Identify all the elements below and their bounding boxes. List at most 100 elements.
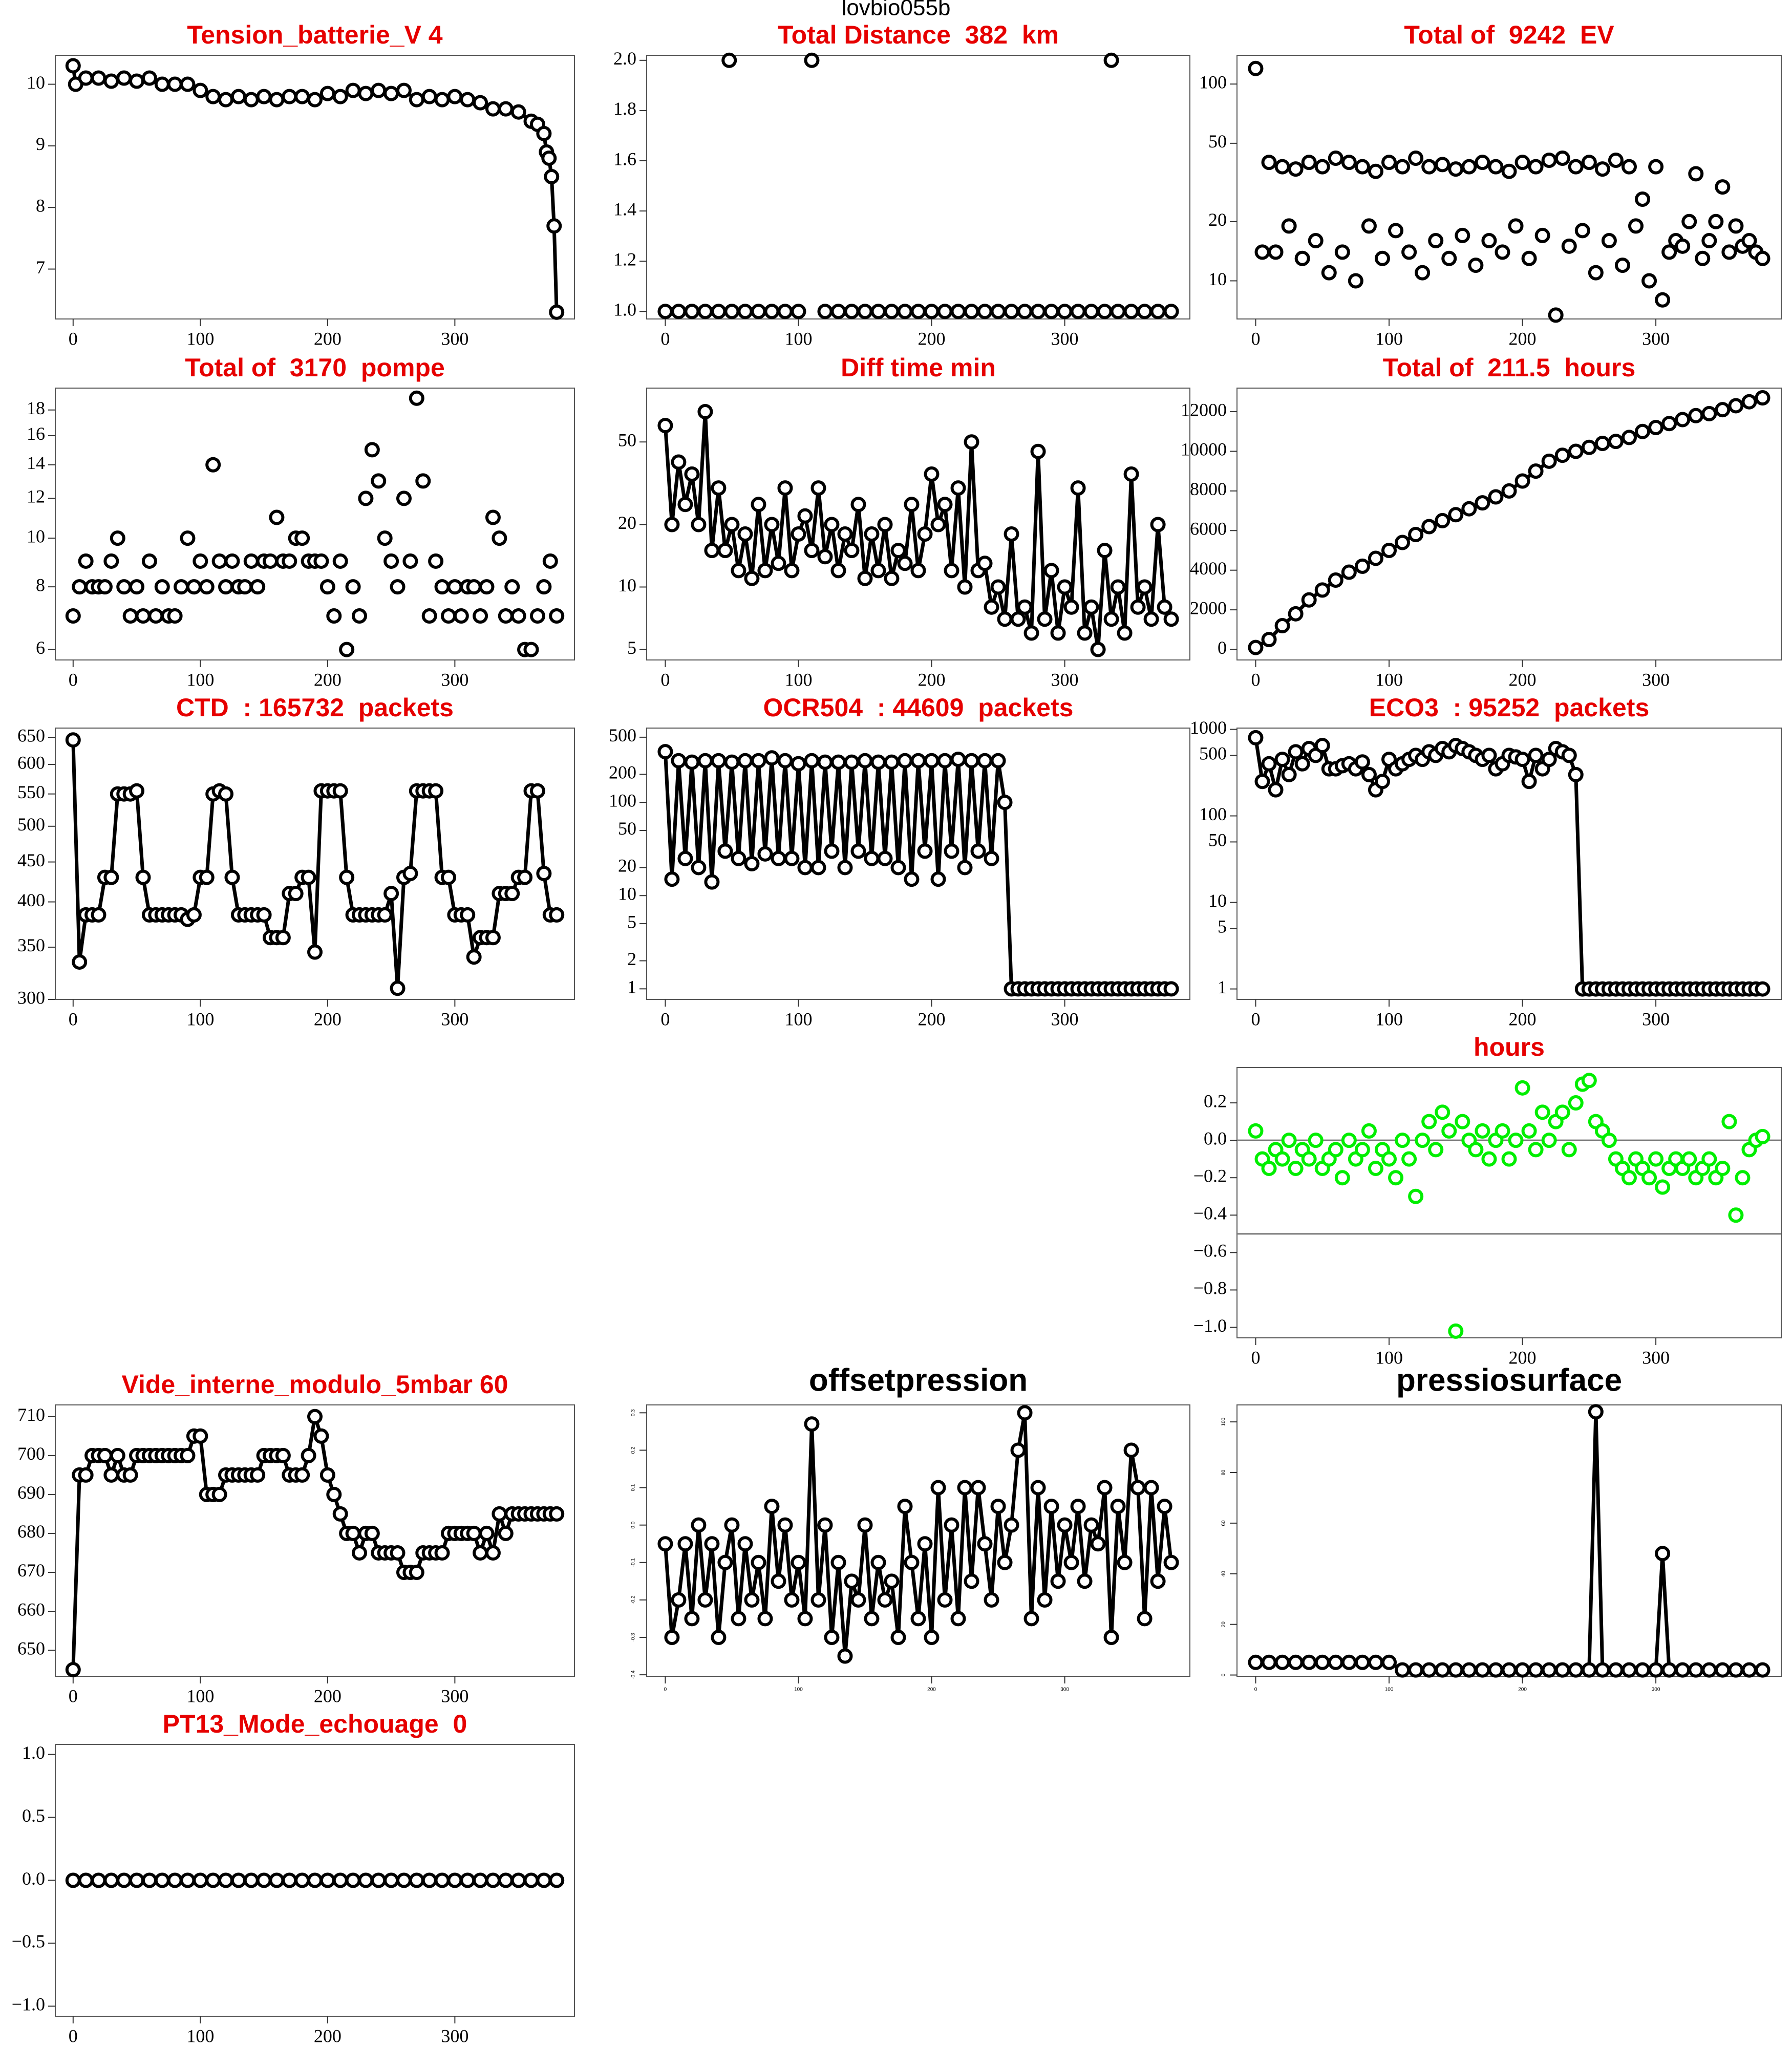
point xyxy=(1421,1114,1437,1129)
y-tick-label: 1.2 xyxy=(613,249,636,269)
point xyxy=(485,930,501,946)
point xyxy=(1708,214,1724,229)
point xyxy=(237,579,253,595)
point xyxy=(180,1447,196,1463)
point xyxy=(1675,238,1691,254)
point xyxy=(1063,599,1079,615)
point xyxy=(409,92,424,108)
point xyxy=(396,82,412,98)
point xyxy=(984,1592,999,1608)
point xyxy=(428,783,444,799)
point xyxy=(1348,273,1363,289)
point xyxy=(950,480,966,496)
x-tick-label: 100 xyxy=(794,1687,803,1693)
y-tick-label: 100 xyxy=(1199,804,1227,824)
point xyxy=(1741,394,1757,410)
point xyxy=(1274,159,1290,175)
y-tick-label: 40 xyxy=(1221,1571,1227,1577)
point xyxy=(510,104,526,120)
y-tick-label: 300 xyxy=(17,987,45,1008)
point xyxy=(294,1872,310,1888)
point xyxy=(797,860,813,876)
point xyxy=(1621,430,1637,445)
point xyxy=(797,1611,813,1627)
point xyxy=(1288,161,1304,177)
point xyxy=(830,754,846,770)
x-tick-label: 100 xyxy=(1375,669,1403,690)
y-tick-label: 1.6 xyxy=(613,148,636,169)
point xyxy=(91,1872,106,1888)
x-tick-label: 200 xyxy=(927,1687,936,1693)
point xyxy=(1143,1480,1159,1496)
point xyxy=(421,1872,437,1888)
point xyxy=(154,76,170,92)
point xyxy=(751,753,766,769)
point xyxy=(1648,1151,1664,1167)
point xyxy=(1341,1654,1357,1670)
point xyxy=(415,473,431,489)
point xyxy=(186,579,202,595)
point xyxy=(917,843,933,859)
x-tick-label: 200 xyxy=(918,1009,946,1029)
point xyxy=(917,526,933,542)
y-tick-label: 8 xyxy=(36,195,45,216)
point xyxy=(523,642,539,657)
point xyxy=(1701,1662,1717,1678)
x-tick-label: 200 xyxy=(314,669,342,690)
point xyxy=(383,1872,399,1888)
point xyxy=(717,1554,733,1570)
point xyxy=(1017,599,1033,615)
point xyxy=(1341,564,1357,580)
point xyxy=(1288,606,1304,622)
point xyxy=(479,579,495,595)
point xyxy=(377,530,393,546)
point xyxy=(282,89,297,104)
point xyxy=(307,1409,323,1424)
point xyxy=(877,1592,893,1608)
point xyxy=(1568,1662,1584,1678)
point xyxy=(1441,250,1457,266)
point xyxy=(65,1872,81,1888)
point xyxy=(1721,1114,1737,1129)
y-tick-label: 0 xyxy=(1218,637,1227,658)
point xyxy=(1408,527,1424,543)
point xyxy=(824,517,840,532)
point xyxy=(1675,412,1691,428)
y-tick-label: 710 xyxy=(17,1404,45,1425)
y-tick-label: 500 xyxy=(1199,743,1227,764)
point xyxy=(211,1486,227,1502)
point xyxy=(1288,1654,1304,1670)
y-tick-label: 1 xyxy=(1218,977,1227,997)
point xyxy=(1103,1629,1119,1645)
point xyxy=(460,1872,476,1888)
y-tick-label: 500 xyxy=(609,725,636,745)
point xyxy=(193,553,208,569)
point xyxy=(1408,150,1424,166)
point xyxy=(1157,1499,1172,1514)
point xyxy=(282,1872,297,1888)
point xyxy=(684,466,700,482)
panel: Total of 211.5 hours 0 100 200 300 0 2000 4000 6… xyxy=(1181,353,1782,690)
point xyxy=(1594,1662,1610,1678)
point xyxy=(1354,1142,1370,1158)
point xyxy=(536,125,552,141)
point xyxy=(1601,1133,1617,1148)
point xyxy=(764,304,780,319)
y-tick-label: 6000 xyxy=(1190,519,1227,539)
point xyxy=(1123,1442,1139,1458)
point xyxy=(1608,1662,1624,1678)
point xyxy=(1681,214,1697,229)
point xyxy=(269,1872,285,1888)
point xyxy=(1268,782,1284,798)
point xyxy=(193,82,208,98)
point xyxy=(1415,1133,1431,1148)
point xyxy=(428,553,444,569)
point xyxy=(243,553,259,569)
y-tick-label: 8000 xyxy=(1190,479,1227,499)
point xyxy=(307,92,323,108)
point xyxy=(148,608,164,624)
point xyxy=(122,608,138,624)
point xyxy=(737,526,753,542)
x-tick-label: 200 xyxy=(314,1009,342,1029)
point xyxy=(224,553,240,569)
